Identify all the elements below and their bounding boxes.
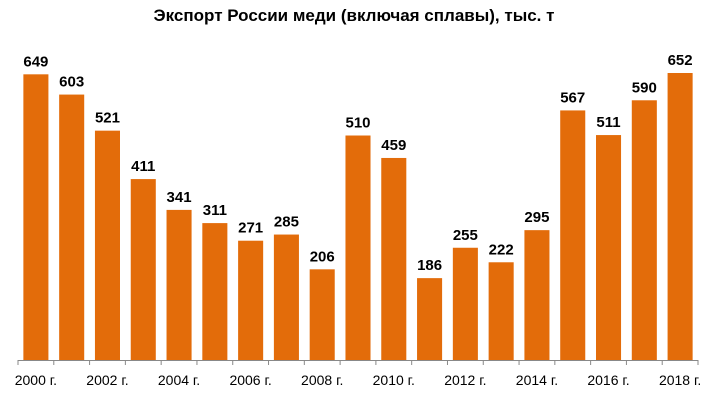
data-label-5: 341: [167, 189, 192, 206]
bar-16: [560, 110, 586, 360]
bar-7: [238, 240, 264, 360]
x-tick-label-1: 2000 г.: [15, 372, 57, 388]
bar-12: [417, 278, 443, 360]
data-label-7: 271: [238, 220, 263, 237]
data-label-19: 652: [668, 52, 693, 69]
bar-13: [452, 247, 478, 360]
bar-5: [166, 209, 192, 360]
data-label-12: 186: [417, 257, 442, 274]
x-tick-label-19: 2018 г.: [659, 372, 701, 388]
data-label-3: 521: [95, 110, 120, 127]
x-tick-label-3: 2002 г.: [86, 372, 128, 388]
bar-10: [345, 135, 371, 360]
bar-1: [23, 74, 49, 360]
x-tick-label-9: 2008 г.: [301, 372, 343, 388]
bar-6: [202, 223, 228, 360]
bar-19: [667, 73, 693, 360]
bar-2: [59, 94, 85, 360]
data-label-13: 255: [453, 227, 478, 244]
data-label-1: 649: [23, 53, 48, 70]
bar-11: [381, 157, 407, 360]
data-label-17: 511: [596, 114, 620, 131]
x-tick-label-7: 2006 г.: [229, 372, 271, 388]
bar-14: [488, 262, 514, 360]
bar-4: [130, 179, 156, 360]
data-label-6: 311: [203, 202, 227, 219]
data-label-9: 206: [310, 248, 335, 265]
data-label-2: 603: [59, 74, 84, 91]
data-label-8: 285: [274, 214, 299, 231]
x-tick-label-17: 2016 г.: [587, 372, 629, 388]
bar-17: [596, 135, 622, 360]
data-label-18: 590: [632, 79, 657, 96]
chart-title: Экспорт России меди (включая сплавы), ты…: [153, 6, 555, 25]
bar-9: [309, 269, 335, 360]
data-label-4: 411: [131, 158, 155, 175]
data-label-14: 222: [489, 241, 514, 258]
x-tick-label-15: 2014 г.: [516, 372, 558, 388]
data-label-10: 510: [345, 115, 370, 132]
bar-15: [524, 230, 550, 360]
x-tick-label-11: 2010 г.: [373, 372, 415, 388]
data-label-11: 459: [381, 137, 406, 154]
data-label-15: 295: [524, 209, 549, 226]
data-label-16: 567: [560, 89, 585, 106]
x-tick-label-5: 2004 г.: [158, 372, 200, 388]
bar-3: [94, 130, 120, 360]
x-tick-label-13: 2012 г.: [444, 372, 486, 388]
bar-18: [631, 100, 657, 360]
bar-8: [273, 234, 299, 360]
